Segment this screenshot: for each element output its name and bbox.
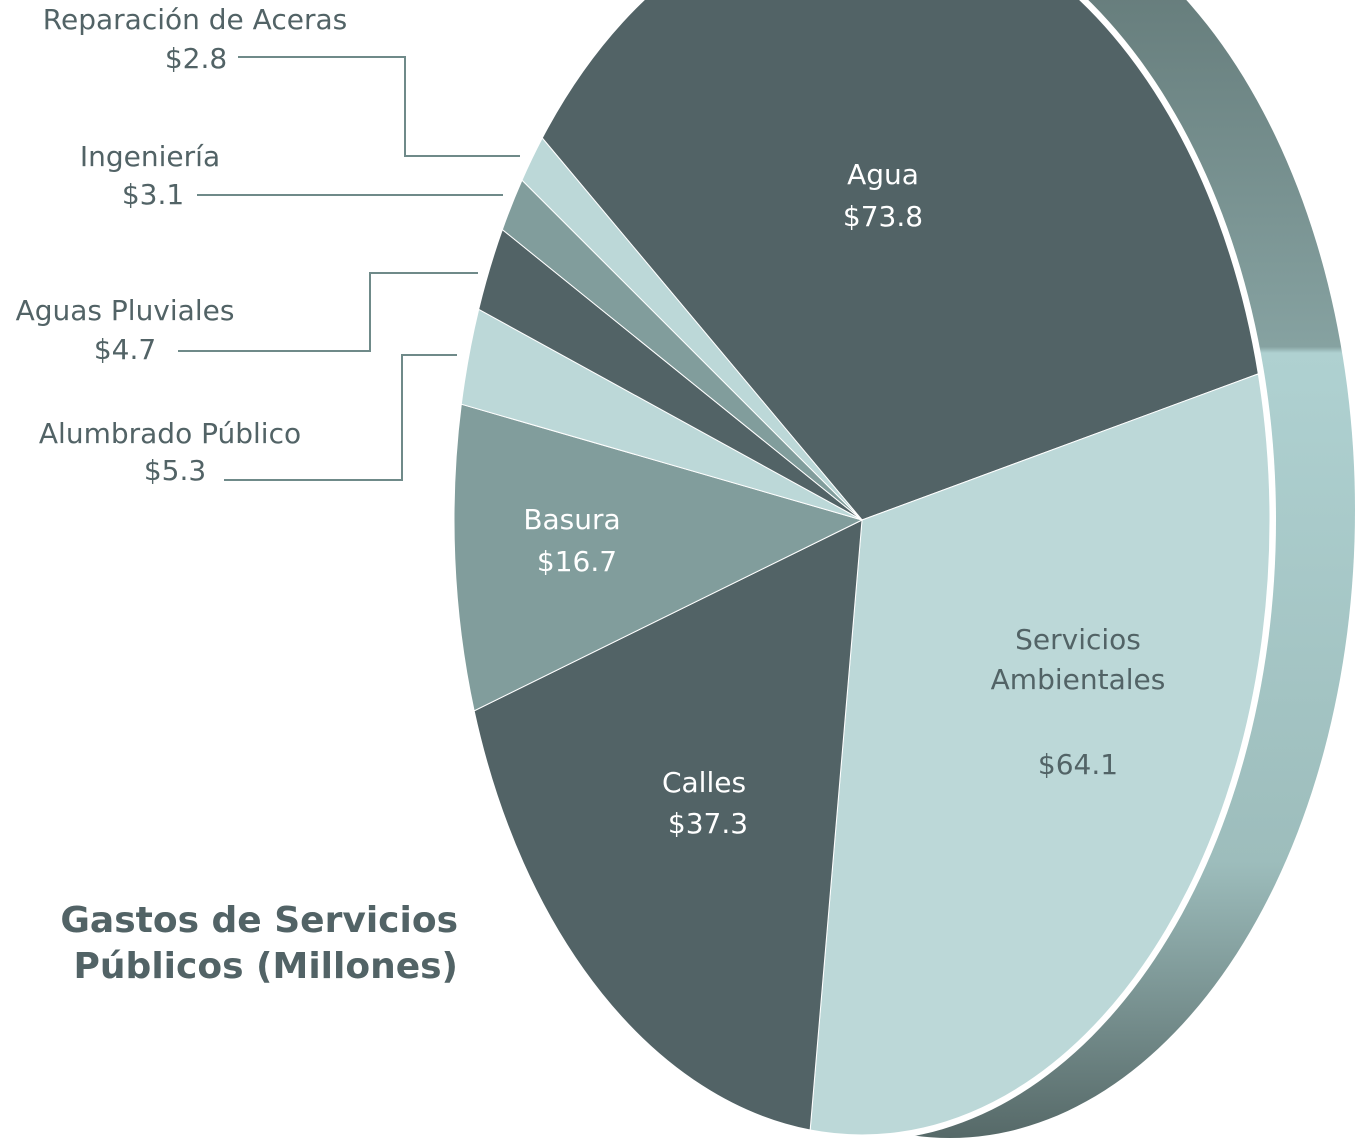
pie-slice xyxy=(809,373,1271,1136)
value-label: $5.3 xyxy=(143,454,207,487)
leader-line xyxy=(178,272,478,352)
value-label: $3.1 xyxy=(121,178,185,211)
slice-label: Agua xyxy=(847,158,919,191)
slice-label: Servicios Ambientales xyxy=(990,623,1166,696)
slice-label: Alumbrado Público xyxy=(38,417,302,450)
pie-slice xyxy=(473,519,863,1131)
pie-slice xyxy=(521,137,863,521)
slice-label: Basura xyxy=(523,503,621,536)
value-label: $2.8 xyxy=(164,42,228,75)
slice-label: Aguas Pluviales xyxy=(15,294,235,327)
slice-label: Ingeniería xyxy=(79,140,221,173)
slice-label: Reparación de Aceras xyxy=(42,3,348,36)
leader-line xyxy=(238,56,520,157)
value-label: $73.8 xyxy=(842,200,924,233)
value-label: $64.1 xyxy=(1037,748,1119,781)
value-label: $16.7 xyxy=(536,545,618,578)
leader-line xyxy=(224,354,457,481)
value-label: $4.7 xyxy=(93,333,157,366)
slice-label: Calles xyxy=(661,766,747,799)
pie-slice xyxy=(453,403,864,712)
leader-lines xyxy=(178,56,520,481)
slices xyxy=(453,0,1271,1136)
chart-title: Gastos de Servicios Públicos (Millones) xyxy=(60,900,458,987)
pie-slice xyxy=(541,0,1259,521)
value-label: $37.3 xyxy=(667,807,749,840)
